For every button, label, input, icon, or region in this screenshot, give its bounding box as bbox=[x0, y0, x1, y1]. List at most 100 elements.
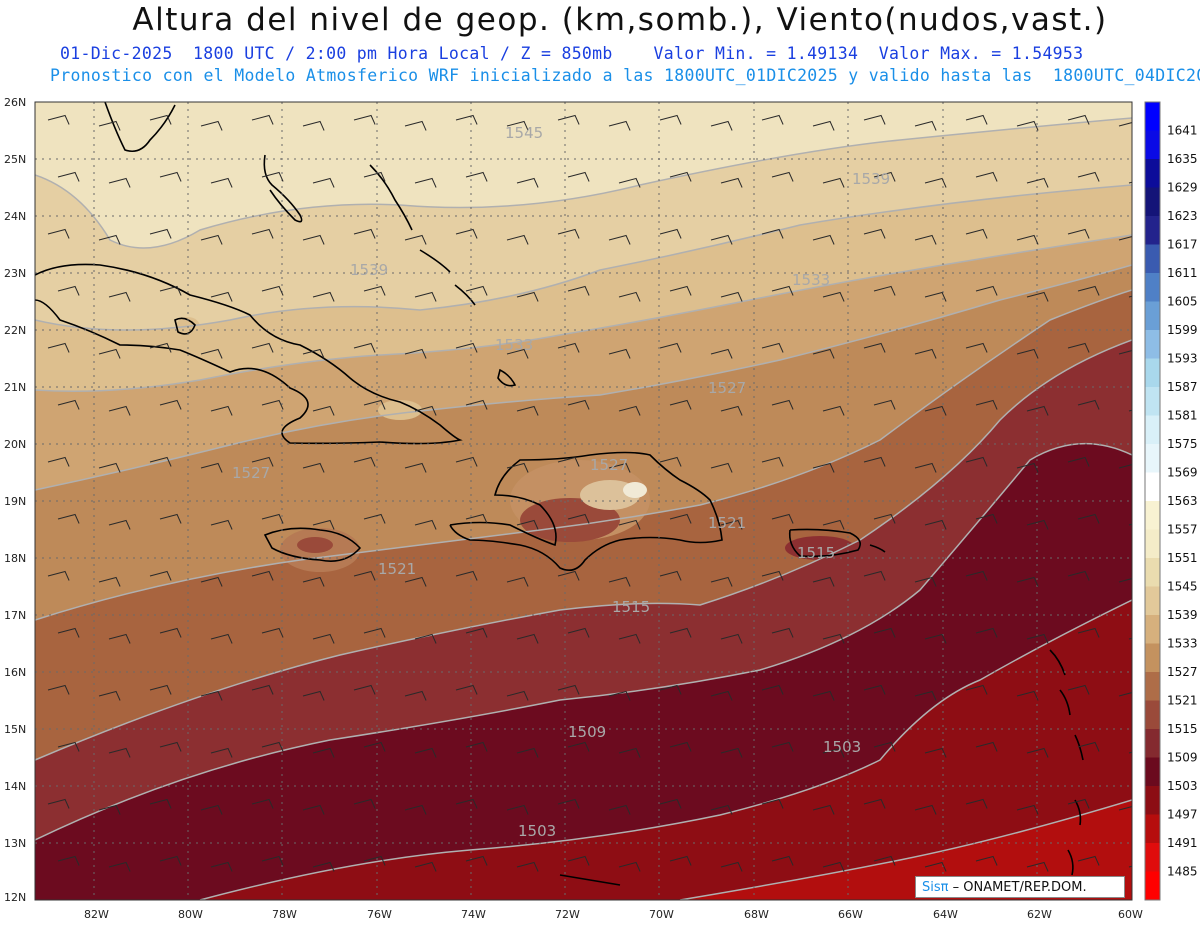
wind-barb bbox=[761, 798, 784, 809]
wind-barb bbox=[720, 291, 743, 302]
wind-barb bbox=[414, 519, 437, 530]
wind-barb bbox=[1067, 342, 1090, 353]
wind-barb bbox=[924, 177, 947, 188]
colorbar-swatch bbox=[1145, 672, 1160, 701]
wind-barb bbox=[567, 513, 590, 524]
wind-barb bbox=[608, 120, 631, 131]
wind-barb bbox=[210, 519, 233, 530]
wind-barb bbox=[965, 342, 988, 353]
wind-barb bbox=[353, 684, 376, 695]
wind-barb bbox=[608, 804, 631, 815]
wind-barb bbox=[302, 804, 325, 815]
wind-barb bbox=[1077, 627, 1100, 638]
wind-barb bbox=[201, 920, 222, 927]
wind-barb bbox=[506, 690, 529, 701]
wind-barb bbox=[353, 456, 376, 467]
wind-barb bbox=[414, 177, 437, 188]
wind-barb bbox=[302, 576, 325, 587]
wind-barb bbox=[822, 291, 845, 302]
credit-box: Sisπ – ONAMET/REP.DOM. bbox=[915, 876, 1125, 898]
wind-barbs bbox=[47, 114, 1132, 927]
wind-barb bbox=[618, 405, 641, 416]
wind-barb bbox=[47, 684, 70, 695]
colorbar-level-label: 1515 bbox=[1167, 722, 1198, 736]
colorbar-level-label: 1521 bbox=[1167, 694, 1198, 708]
colorbar-level-label: 1503 bbox=[1167, 779, 1198, 793]
wind-barb bbox=[965, 570, 988, 581]
wind-barb bbox=[159, 627, 182, 638]
colorbar-swatch bbox=[1145, 273, 1160, 302]
wind-barb bbox=[363, 399, 386, 410]
wind-barb bbox=[914, 234, 937, 245]
wind-barb bbox=[108, 861, 131, 872]
wind-barb bbox=[200, 234, 223, 245]
colorbar-level-label: 1563 bbox=[1167, 494, 1198, 508]
contour-label: 1527 bbox=[232, 464, 270, 482]
wind-barb bbox=[557, 456, 580, 467]
wind-barb bbox=[251, 684, 274, 695]
lat-label: 18N bbox=[4, 552, 26, 565]
colorbar-swatch bbox=[1145, 216, 1160, 245]
colorbar-swatch bbox=[1145, 814, 1160, 844]
wind-barb bbox=[567, 171, 590, 182]
wind-barb bbox=[363, 741, 386, 752]
wind-barb bbox=[761, 570, 784, 581]
wind-barb bbox=[618, 861, 641, 872]
wind-barb bbox=[57, 627, 80, 638]
wind-barb bbox=[1067, 456, 1090, 467]
wind-barb bbox=[414, 747, 437, 758]
wind-barb bbox=[200, 120, 223, 131]
lat-label: 26N bbox=[4, 96, 26, 109]
wind-barb bbox=[812, 120, 835, 131]
wind-barb bbox=[873, 855, 896, 866]
wind-barb bbox=[863, 228, 886, 239]
wind-barb bbox=[507, 920, 528, 927]
wind-barb bbox=[659, 456, 682, 467]
wind-barb bbox=[363, 855, 386, 866]
wind-barb bbox=[312, 519, 335, 530]
wind-barb bbox=[975, 285, 998, 296]
wind-barb bbox=[924, 519, 947, 530]
wind-barb bbox=[1067, 228, 1090, 239]
wind-barb bbox=[1118, 806, 1132, 811]
wind-barb bbox=[108, 747, 131, 758]
wind-barb bbox=[210, 747, 233, 758]
wind-barb bbox=[965, 798, 988, 809]
wind-barb bbox=[873, 741, 896, 752]
wind-barb bbox=[711, 920, 732, 927]
wind-barb bbox=[863, 798, 886, 809]
wind-barb bbox=[659, 798, 682, 809]
wind-barb bbox=[98, 348, 121, 359]
wind-barb bbox=[302, 234, 325, 245]
wind-barb bbox=[1016, 576, 1039, 587]
wind-barb bbox=[567, 741, 590, 752]
colorbar-level-label: 1575 bbox=[1167, 437, 1198, 451]
wind-barb bbox=[312, 633, 335, 644]
wind-barb bbox=[873, 285, 896, 296]
wind-barb bbox=[822, 747, 845, 758]
wind-barb bbox=[567, 285, 590, 296]
wind-barb bbox=[873, 513, 896, 524]
wind-barb bbox=[312, 861, 335, 872]
wind-barb bbox=[618, 291, 641, 302]
contour-label: 1527 bbox=[590, 456, 628, 474]
lat-label: 23N bbox=[4, 267, 26, 280]
wind-barb bbox=[251, 342, 274, 353]
wind-barb bbox=[669, 513, 692, 524]
colorbar-level-label: 1599 bbox=[1167, 323, 1198, 337]
wind-barb bbox=[48, 914, 69, 923]
wind-barb bbox=[863, 342, 886, 353]
wind-barb bbox=[659, 342, 682, 353]
wind-barb bbox=[659, 570, 682, 581]
wind-barb bbox=[149, 114, 172, 125]
wind-barb bbox=[251, 798, 274, 809]
lat-axis: 26N 25N 24N 23N 22N 21N 20N 19N 18N 17N … bbox=[4, 96, 26, 904]
wind-barb bbox=[303, 920, 324, 927]
lon-label: 72W bbox=[555, 908, 580, 921]
wind-barb bbox=[261, 513, 284, 524]
wind-barb bbox=[710, 120, 733, 131]
wind-barb bbox=[149, 570, 172, 581]
wind-barb bbox=[200, 576, 223, 587]
wind-barb bbox=[108, 405, 131, 416]
wind-barb bbox=[965, 456, 988, 467]
